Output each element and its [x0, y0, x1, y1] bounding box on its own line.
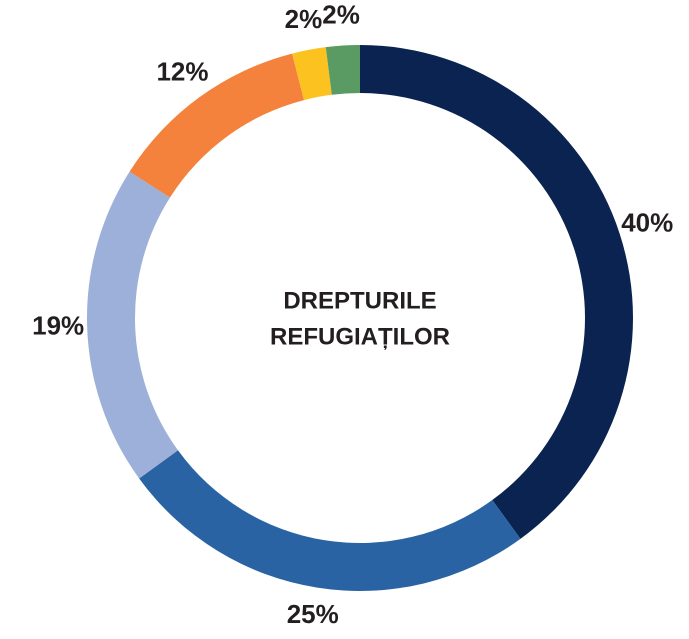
donut-segment [129, 53, 305, 198]
donut-segment [139, 450, 521, 591]
center-text: REFUGIAȚILOR [270, 323, 450, 350]
donut-segment [360, 45, 633, 539]
data-label: 25% [287, 599, 339, 629]
data-label: 19% [32, 310, 84, 340]
data-label: 12% [156, 57, 208, 87]
center-text: DREPTURILE [283, 287, 436, 314]
data-label: 40% [621, 208, 673, 238]
data-label: 2% [322, 0, 360, 29]
data-label: 2% [285, 4, 323, 34]
donut-segment [87, 171, 178, 479]
donut-segment [292, 47, 332, 101]
donut-segment [325, 45, 360, 95]
